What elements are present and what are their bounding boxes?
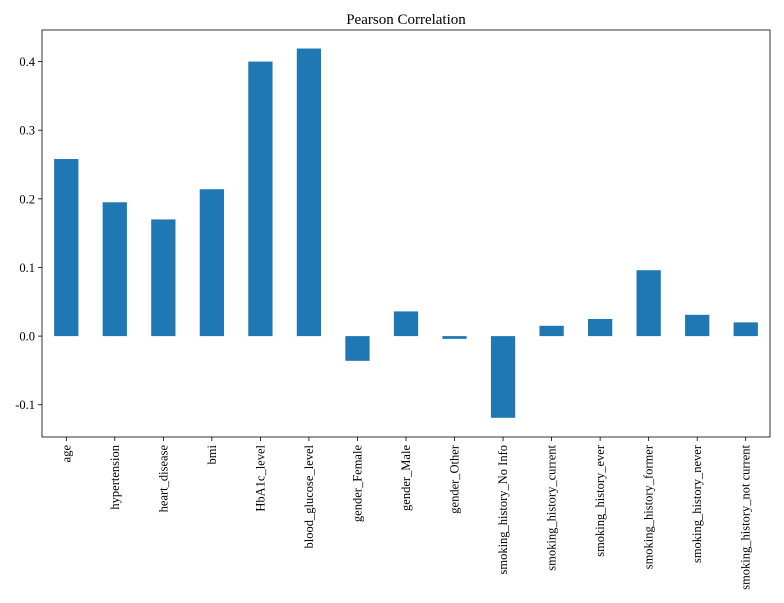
chart-title: Pearson Correlation	[346, 12, 466, 28]
x-tick-label: gender_Female	[350, 445, 364, 523]
y-axis-ticks: -0.1 0.0 0.1 0.2 0.3 0.4	[15, 55, 42, 412]
bar-smoking-history-former	[636, 270, 661, 337]
x-tick-label: gender_Male	[399, 445, 413, 511]
x-tick-label: gender_Other	[448, 444, 462, 514]
x-tick-label: smoking_history_former	[642, 444, 656, 569]
x-tick-label: smoking_history_current	[545, 444, 559, 570]
y-tick-label: 0.1	[19, 261, 35, 275]
x-tick-label: smoking_history_never	[690, 444, 704, 563]
y-tick-label: 0.4	[19, 55, 35, 69]
y-tick-label: 0.3	[19, 124, 35, 138]
x-axis-ticks: age hypertension heart_disease bmi HbA1c_lev…	[59, 437, 753, 590]
bar-hba1c-level	[248, 61, 273, 337]
x-tick-label: blood_glucose_level	[302, 444, 316, 548]
y-tick-label: 0.0	[19, 330, 35, 344]
bar-smoking-history-not-current	[733, 322, 758, 337]
bars-layer	[54, 48, 758, 418]
plot-frame	[41, 29, 771, 438]
bar-smoking-history-no-info	[490, 336, 516, 418]
x-tick-label: hypertension	[108, 444, 122, 509]
x-tick-label: smoking_history_ever	[593, 444, 607, 557]
x-tick-label: age	[59, 445, 73, 463]
x-tick-label: heart_disease	[156, 445, 170, 513]
bar-blood-glucose-level	[296, 48, 322, 337]
bar-hypertension	[102, 202, 127, 337]
bar-smoking-history-never	[685, 314, 710, 337]
x-tick-label: HbA1c_level	[253, 444, 267, 511]
y-tick-label: 0.2	[19, 192, 35, 206]
x-tick-label: smoking_history_No Info	[496, 445, 510, 575]
y-tick-label: -0.1	[15, 398, 35, 412]
bar-age	[54, 159, 79, 337]
bar-smoking-history-ever	[588, 318, 613, 337]
bar-gender-female	[345, 336, 370, 361]
bar-gender-other	[442, 336, 467, 339]
x-tick-label: bmi	[205, 444, 219, 464]
bar-smoking-history-current	[539, 325, 564, 337]
bar-gender-male	[393, 311, 419, 337]
bar-heart-disease	[151, 219, 176, 337]
bar-bmi	[199, 189, 224, 337]
x-tick-label: smoking_history_not current	[739, 444, 753, 589]
